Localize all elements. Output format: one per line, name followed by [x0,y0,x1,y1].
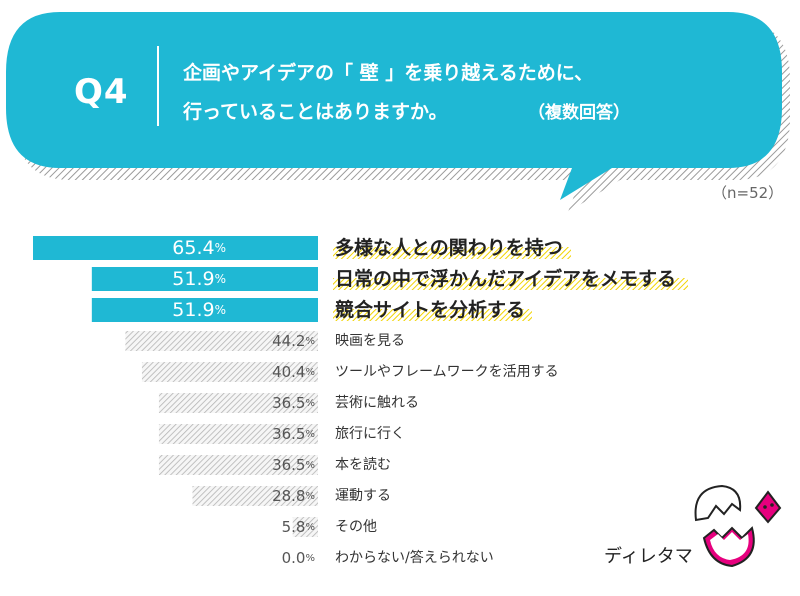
value-number: 28.8 [272,487,305,505]
value-label: 5.8% [282,518,315,536]
sample-size: （n=52） [712,184,784,202]
category-label: 本を読む [335,456,391,473]
bar [292,517,318,537]
value-label: 51.9% [172,299,226,321]
value-number: 51.9 [172,268,214,290]
value-unit: % [215,303,226,317]
value-label: 40.4% [272,363,315,381]
bar [33,236,318,260]
bar [158,424,318,444]
category-label: ツールやフレームワークを活用する [335,364,559,380]
value-unit: % [305,336,315,347]
value-label: 36.5% [272,394,315,412]
question-number: Q4 [74,72,129,112]
question-text-line1: 企画やアイデアの「 壁 」を乗り越えるために、 [183,62,594,84]
value-number: 40.4 [272,363,305,381]
egg-mascot-illustration [694,484,782,568]
category-label: 競合サイトを分析する [335,298,525,321]
value-number: 36.5 [272,394,305,412]
value-label: 28.8% [272,487,315,505]
bar [158,455,318,475]
bar [158,393,318,413]
value-label: 36.5% [272,456,315,474]
category-label: 芸術に触れる [335,395,419,411]
category-label: 映画を見る [335,333,405,349]
logo-text: ディレタマ [604,546,693,567]
label-highlight [333,247,571,259]
question-divider [157,46,159,126]
value-unit: % [305,367,315,378]
value-unit: % [305,398,315,409]
category-label: その他 [335,519,377,535]
question-note: （複数回答） [528,103,630,123]
label-highlight [333,309,532,321]
value-number: 51.9 [172,299,214,321]
value-label: 44.2% [272,332,315,350]
value-label: 0.0% [282,549,315,567]
label-highlight [333,278,688,290]
value-unit: % [305,522,315,533]
value-unit: % [215,241,226,255]
value-label: 51.9% [172,268,226,290]
egg-eye-right [770,503,774,507]
category-label: わからない/答えられない [335,549,494,566]
value-label: 36.5% [272,425,315,443]
bar [192,486,318,506]
value-unit: % [305,460,315,471]
value-unit: % [305,429,315,440]
category-label: 旅行に行く [335,426,405,442]
value-unit: % [305,491,315,502]
egg-eye-left [763,505,767,509]
value-number: 65.4 [172,237,214,259]
bar [91,298,318,322]
bubble-shape [6,12,782,200]
category-label: 多様な人との関わりを持つ [335,236,563,259]
bar [125,331,319,351]
value-unit: % [305,553,315,564]
value-number: 36.5 [272,456,305,474]
value-number: 5.8 [282,518,306,536]
egg-shell-bottom-inner [710,532,749,560]
bar [141,362,318,382]
value-number: 36.5 [272,425,305,443]
bar [91,267,318,291]
value-number: 0.0 [282,549,306,567]
category-label: 日常の中で浮かんだアイデアをメモする [335,267,676,290]
egg-shell-top [694,484,742,522]
value-unit: % [215,272,226,286]
value-label: 65.4% [172,237,226,259]
category-label: 運動する [335,488,391,504]
egg-face [754,490,782,524]
value-number: 44.2 [272,332,305,350]
question-text-line2: 行っていることはありますか。 [183,101,448,123]
